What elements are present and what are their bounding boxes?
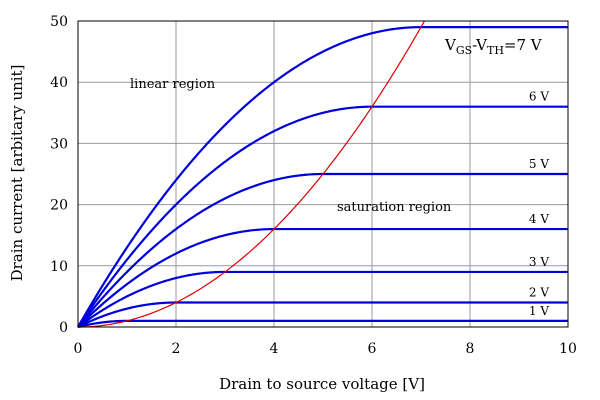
series-line-3	[77, 270, 568, 328]
series-line-6	[77, 105, 568, 328]
vgs-label-v: V	[444, 36, 457, 54]
series-label-4: 4 V	[529, 212, 549, 226]
series-label-6: 6 V	[529, 90, 549, 104]
x-tick-label: 0	[74, 341, 83, 357]
grid	[78, 21, 568, 327]
y-tick-label: 0	[59, 320, 68, 336]
series-label-2: 2 V	[529, 286, 549, 300]
series-line-4	[77, 227, 568, 328]
x-tick-label: 2	[172, 341, 181, 357]
tick-labels: 0 2 4 6 8 10 0 10 20 30 40 50	[50, 14, 577, 357]
vgs-vth-label: VGS-VTH=7 V	[444, 36, 543, 57]
x-tick-label: 6	[368, 341, 377, 357]
series-labels: 1 V 2 V 3 V 4 V 5 V 6 V	[529, 90, 549, 318]
y-tick-label: 10	[50, 259, 68, 275]
vgs-label-minus-v: -V	[472, 36, 488, 54]
y-tick-label: 40	[50, 75, 68, 91]
y-axis-title: Drain current [arbitary unit]	[8, 65, 26, 282]
series-label-3: 3 V	[529, 255, 549, 269]
y-tick-label: 20	[50, 198, 68, 214]
series-line-1	[77, 319, 568, 329]
x-tick-label: 10	[559, 341, 577, 357]
x-tick-label: 8	[466, 341, 475, 357]
series-curves	[77, 21, 568, 329]
vgs-label-gs: GS	[456, 44, 472, 57]
x-tick-label: 4	[270, 341, 279, 357]
saturation-boundary-line	[77, 21, 425, 328]
series-line-2	[77, 301, 568, 328]
series-label-5: 5 V	[529, 157, 549, 171]
y-tick-label: 50	[50, 14, 68, 30]
plot-frame	[77, 20, 569, 328]
x-axis-title: Drain to source voltage [V]	[219, 375, 425, 393]
vgs-label-th: TH	[487, 44, 504, 57]
linear-region-annotation: linear region	[130, 77, 216, 92]
saturation-region-annotation: saturation region	[337, 200, 452, 215]
series-label-1: 1 V	[529, 304, 549, 318]
y-tick-label: 30	[50, 136, 68, 152]
series-line-7	[77, 26, 568, 328]
vgs-label-value: =7 V	[504, 36, 543, 54]
